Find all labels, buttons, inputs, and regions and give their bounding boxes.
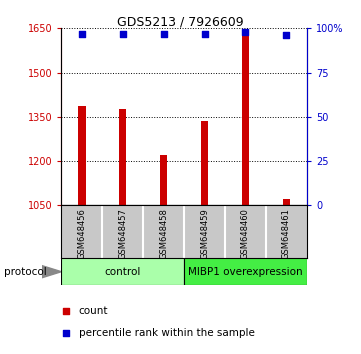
- Text: GDS5213 / 7926609: GDS5213 / 7926609: [117, 16, 244, 29]
- Text: GSM648458: GSM648458: [159, 208, 168, 259]
- Polygon shape: [42, 266, 61, 278]
- Point: [161, 31, 166, 36]
- Bar: [119, 109, 126, 205]
- Point: [283, 33, 289, 38]
- Text: GSM648456: GSM648456: [77, 208, 86, 259]
- Text: MIBP1 overexpression: MIBP1 overexpression: [188, 267, 303, 277]
- Point: [120, 31, 126, 36]
- Text: GSM648459: GSM648459: [200, 208, 209, 259]
- Bar: [184, 258, 307, 285]
- Text: percentile rank within the sample: percentile rank within the sample: [79, 328, 255, 338]
- Point: [79, 31, 85, 36]
- Point: [202, 31, 208, 36]
- Bar: [61, 258, 184, 285]
- Bar: [201, 121, 208, 205]
- Text: GSM648461: GSM648461: [282, 208, 291, 259]
- Text: control: control: [105, 267, 141, 277]
- Text: GSM648457: GSM648457: [118, 208, 127, 259]
- Text: count: count: [79, 306, 108, 316]
- Text: GSM648460: GSM648460: [241, 208, 250, 259]
- Bar: [242, 31, 249, 205]
- Point: [64, 330, 69, 336]
- Bar: [160, 155, 168, 205]
- Bar: [283, 199, 290, 205]
- Text: protocol: protocol: [4, 267, 46, 277]
- Point: [243, 29, 248, 35]
- Bar: [78, 107, 86, 205]
- Point: [64, 308, 69, 314]
